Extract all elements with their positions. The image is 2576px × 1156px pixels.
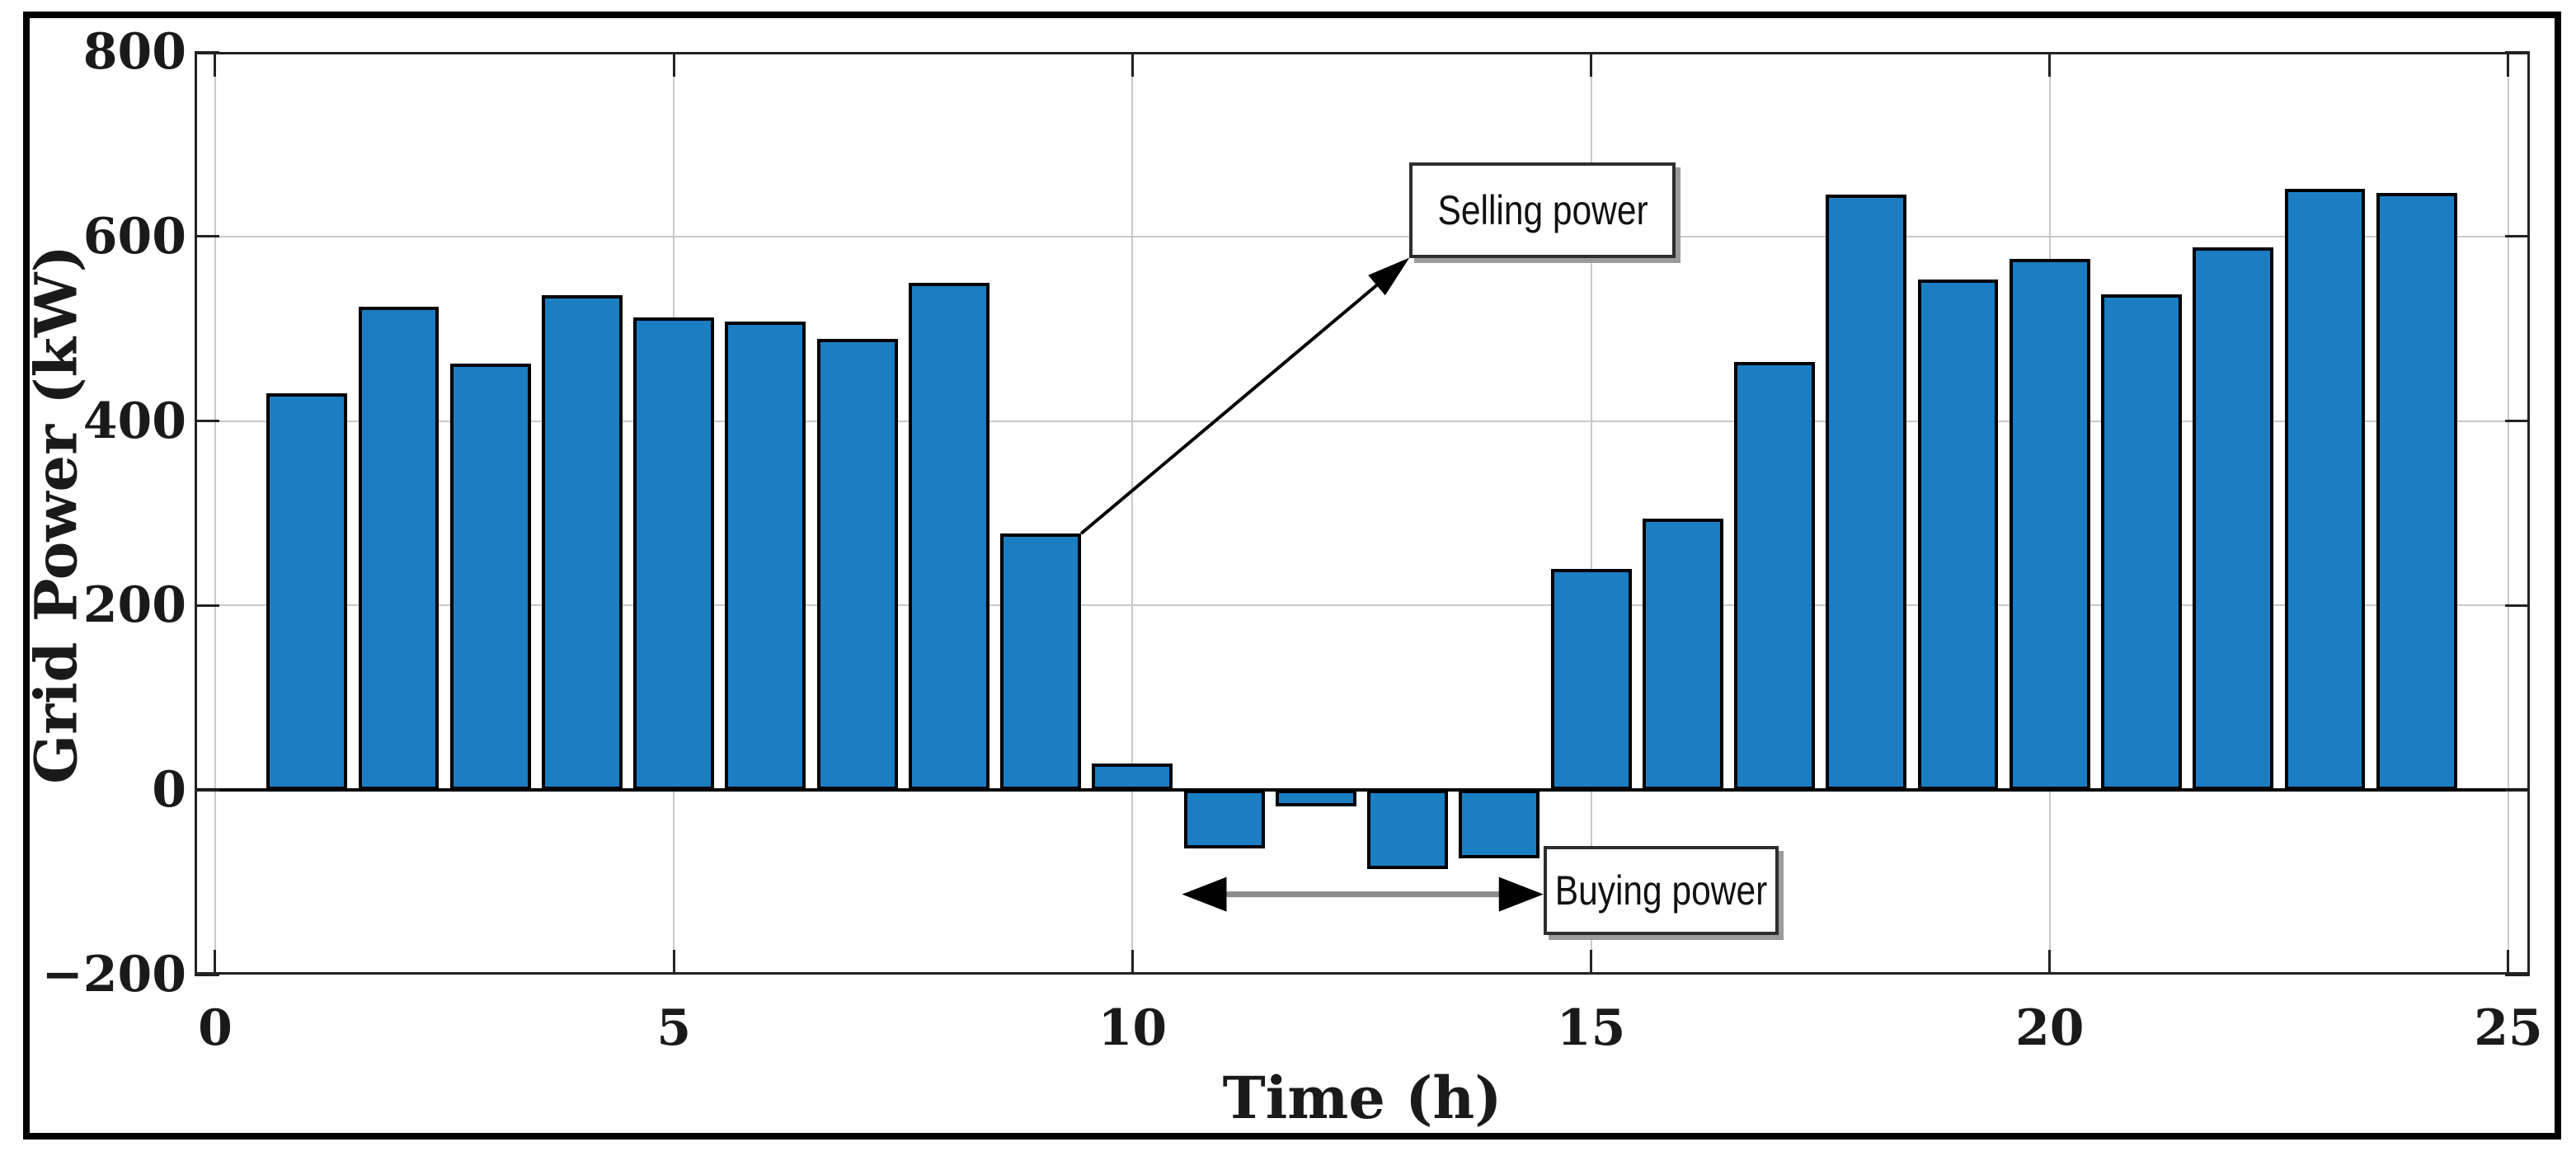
- tick-y-right-200: [2505, 604, 2530, 607]
- bar-hour-16: [1642, 519, 1723, 791]
- buying-arrowhead-left: [1182, 876, 1227, 912]
- bar-hour-7: [816, 339, 898, 791]
- tick-y-right-600: [2505, 235, 2530, 238]
- x-tick-label-10: 10: [1098, 999, 1168, 1057]
- tick-y-left-600: [195, 235, 219, 238]
- selling-arrowhead: [1368, 257, 1410, 296]
- x-axis-label: Time (h): [1222, 1064, 1502, 1132]
- y-tick-label-600: 600: [82, 207, 186, 266]
- tick-y-left-0: [195, 788, 219, 792]
- bar-hour-19: [1917, 280, 1999, 791]
- bar-hour-11: [1183, 790, 1265, 848]
- tick-y-right-400: [2505, 420, 2530, 423]
- selling-arrow-shaft: [1079, 277, 1385, 535]
- tick-x-bottom-10: [1131, 950, 1134, 975]
- bar-hour-15: [1550, 568, 1632, 791]
- tick-x-top-15: [1590, 52, 1593, 77]
- x-tick-label-5: 5: [656, 999, 692, 1057]
- bar-hour-1: [266, 393, 348, 791]
- tick-y-left-200: [195, 604, 219, 607]
- bar-hour-18: [1826, 195, 1907, 791]
- gridline-x-15: [1590, 52, 1592, 975]
- tick-x-bottom-0: [214, 950, 217, 975]
- bar-hour-12: [1275, 790, 1356, 807]
- annotation-selling-power: Selling power: [1409, 162, 1676, 258]
- tick-x-bottom-25: [2507, 950, 2510, 975]
- y-tick-label--200: −200: [41, 946, 186, 1003]
- x-tick-label-20: 20: [2015, 999, 2085, 1057]
- bar-hour-9: [1000, 533, 1082, 791]
- bar-hour-6: [725, 321, 806, 791]
- annotation-buying-power-text: Buying power: [1554, 867, 1767, 914]
- bar-hour-10: [1092, 763, 1173, 791]
- gridline-x-10: [1131, 52, 1134, 975]
- tick-x-bottom-5: [672, 950, 675, 975]
- annotation-selling-power-text: Selling power: [1437, 186, 1648, 233]
- tick-y-left--200: [195, 973, 219, 976]
- gridline-y-600: [195, 235, 2530, 237]
- bar-hour-2: [358, 306, 440, 791]
- axis-right: [2527, 52, 2530, 975]
- figure-border: [23, 12, 2561, 1140]
- y-tick-label-400: 400: [82, 392, 186, 450]
- y-tick-label-800: 800: [82, 23, 186, 81]
- tick-x-bottom-15: [1590, 950, 1593, 975]
- x-tick-label-0: 0: [198, 999, 233, 1057]
- axis-bottom: [195, 972, 2530, 975]
- bar-hour-23: [2284, 188, 2366, 791]
- tick-y-right--200: [2505, 973, 2530, 976]
- tick-x-top-5: [672, 52, 675, 77]
- tick-x-bottom-20: [2048, 950, 2052, 975]
- y-tick-label-0: 0: [152, 761, 186, 820]
- x-tick-label-15: 15: [1556, 999, 1626, 1057]
- tick-y-right-800: [2505, 50, 2530, 54]
- tick-y-left-400: [195, 420, 219, 423]
- buying-arrowhead-right: [1498, 876, 1544, 912]
- tick-x-top-10: [1131, 52, 1134, 77]
- x-tick-label-25: 25: [2474, 999, 2543, 1057]
- bar-hour-17: [1734, 361, 1815, 791]
- bar-hour-8: [908, 282, 990, 791]
- bar-hour-22: [2193, 247, 2274, 791]
- bar-hour-21: [2101, 294, 2182, 791]
- bar-hour-13: [1367, 790, 1449, 870]
- bar-hour-24: [2376, 193, 2457, 791]
- bar-hour-14: [1459, 790, 1540, 858]
- plot-area: [195, 50, 2530, 976]
- bar-hour-3: [449, 364, 531, 791]
- tick-x-top-0: [214, 52, 217, 77]
- tick-y-right-0: [2505, 788, 2530, 792]
- annotation-buying-power: Buying power: [1543, 846, 1779, 935]
- axis-left: [195, 52, 197, 975]
- axis-top: [195, 52, 2530, 54]
- bar-hour-20: [2009, 258, 2090, 791]
- gridline-x-25: [2507, 52, 2509, 975]
- zero-baseline: [195, 788, 2530, 792]
- tick-x-top-20: [2048, 52, 2052, 77]
- bar-hour-5: [633, 317, 715, 791]
- tick-y-left-800: [195, 50, 219, 54]
- tick-x-top-25: [2507, 52, 2510, 77]
- gridline-x-0: [214, 52, 216, 975]
- y-axis-label: Grid Power (kW): [21, 245, 91, 784]
- y-tick-label-200: 200: [82, 576, 186, 635]
- gridline-y-200: [195, 604, 2530, 607]
- bar-hour-4: [542, 295, 623, 791]
